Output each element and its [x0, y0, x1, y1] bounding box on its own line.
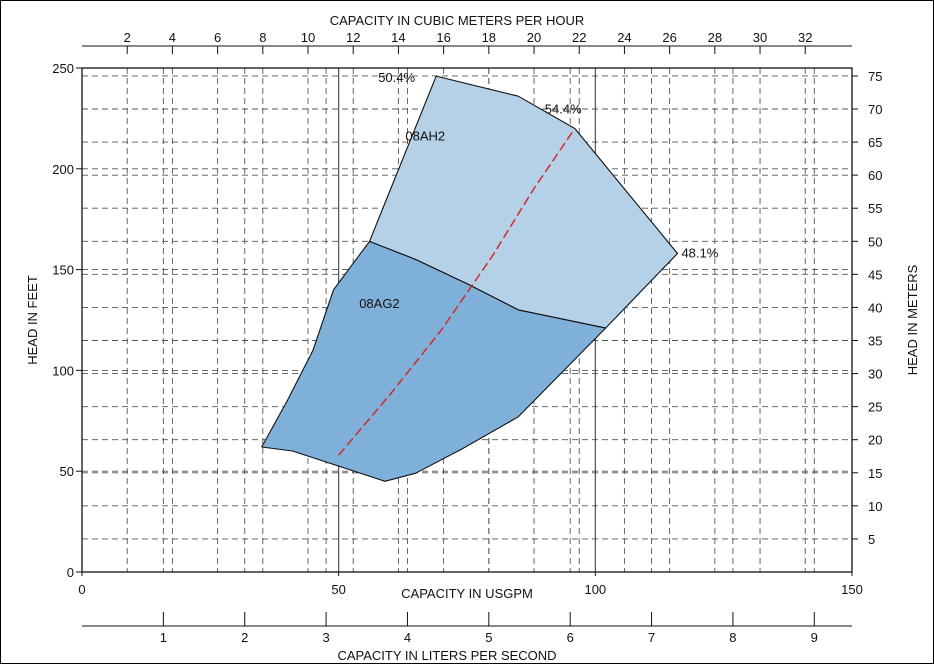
tick-label-gpm-0: 0 — [78, 582, 85, 597]
tick-label-lps-3: 3 — [322, 630, 329, 645]
best-efficiency-line — [338, 128, 576, 456]
tick-label-m-15: 15 — [868, 466, 882, 481]
x-axis-label-lps: CAPACITY IN LITERS PER SECOND — [337, 648, 556, 663]
y-axis-label-meters: HEAD IN METERS — [905, 264, 920, 375]
axes — [76, 45, 858, 627]
tick-label-ft-200: 200 — [52, 162, 74, 177]
tick-label-m3h-12: 12 — [346, 30, 360, 45]
tick-label-ft-50: 50 — [60, 464, 74, 479]
y-axis-label-feet: HEAD IN FEET — [25, 275, 40, 365]
tick-label-m-10: 10 — [868, 499, 882, 514]
tick-label-m-60: 60 — [868, 168, 882, 183]
efficiency-label-0: 50.4% — [378, 70, 415, 85]
tick-label-m-70: 70 — [868, 102, 882, 117]
tick-label-m-45: 45 — [868, 267, 882, 282]
tick-label-lps-5: 5 — [485, 630, 492, 645]
tick-label-m3h-18: 18 — [482, 30, 496, 45]
tick-label-m3h-20: 20 — [527, 30, 541, 45]
tick-label-m3h-4: 4 — [169, 30, 176, 45]
region-label-08AH2: 08AH2 — [405, 129, 445, 144]
tick-label-m3h-2: 2 — [124, 30, 131, 45]
tick-label-m-30: 30 — [868, 367, 882, 382]
tick-label-m3h-8: 8 — [259, 30, 266, 45]
tick-label-m3h-6: 6 — [214, 30, 221, 45]
tick-label-m-5: 5 — [868, 532, 875, 547]
tick-label-m3h-24: 24 — [617, 30, 631, 45]
tick-label-lps-8: 8 — [729, 630, 736, 645]
region-08AG2 — [261, 240, 607, 482]
tick-label-gpm-100: 100 — [584, 582, 606, 597]
tick-label-m-55: 55 — [868, 201, 882, 216]
tick-label-lps-4: 4 — [404, 630, 411, 645]
tick-label-m3h-28: 28 — [708, 30, 722, 45]
tick-label-m3h-14: 14 — [391, 30, 405, 45]
tick-label-m3h-26: 26 — [662, 30, 676, 45]
tick-label-ft-100: 100 — [52, 363, 74, 378]
tick-label-lps-6: 6 — [567, 630, 574, 645]
tick-label-m3h-32: 32 — [798, 30, 812, 45]
coverage-regions — [261, 75, 679, 482]
tick-label-m-35: 35 — [868, 334, 882, 349]
tick-label-m3h-10: 10 — [301, 30, 315, 45]
tick-label-ft-150: 150 — [52, 263, 74, 278]
tick-label-m-65: 65 — [868, 135, 882, 150]
tick-label-lps-7: 7 — [648, 630, 655, 645]
x-axis-label-m3h: CAPACITY IN CUBIC METERS PER HOUR — [330, 13, 585, 28]
efficiency-label-2: 48.1% — [681, 245, 718, 260]
tick-label-m3h-22: 22 — [572, 30, 586, 45]
tick-label-m-25: 25 — [868, 400, 882, 415]
region-label-08AG2: 08AG2 — [359, 296, 399, 311]
tick-label-m3h-16: 16 — [436, 30, 450, 45]
chart-labels: 0501001502002505101520253035404550556065… — [52, 30, 882, 645]
tick-label-lps-2: 2 — [241, 630, 248, 645]
tick-label-gpm-50: 50 — [331, 582, 345, 597]
tick-label-ft-250: 250 — [52, 61, 74, 76]
tick-label-m-75: 75 — [868, 69, 882, 84]
tick-label-lps-9: 9 — [811, 630, 818, 645]
efficiency-label-1: 54.4% — [545, 101, 582, 116]
x-axis-label-usgpm: CAPACITY IN USGPM — [401, 586, 533, 601]
tick-label-m-20: 20 — [868, 433, 882, 448]
bep-curve — [338, 128, 576, 456]
tick-label-ft-0: 0 — [67, 565, 74, 580]
tick-label-lps-1: 1 — [160, 630, 167, 645]
tick-label-m-40: 40 — [868, 300, 882, 315]
tick-label-m3h-30: 30 — [753, 30, 767, 45]
tick-label-gpm-150: 150 — [841, 582, 863, 597]
tick-label-m-50: 50 — [868, 234, 882, 249]
plot-border — [81, 67, 853, 573]
